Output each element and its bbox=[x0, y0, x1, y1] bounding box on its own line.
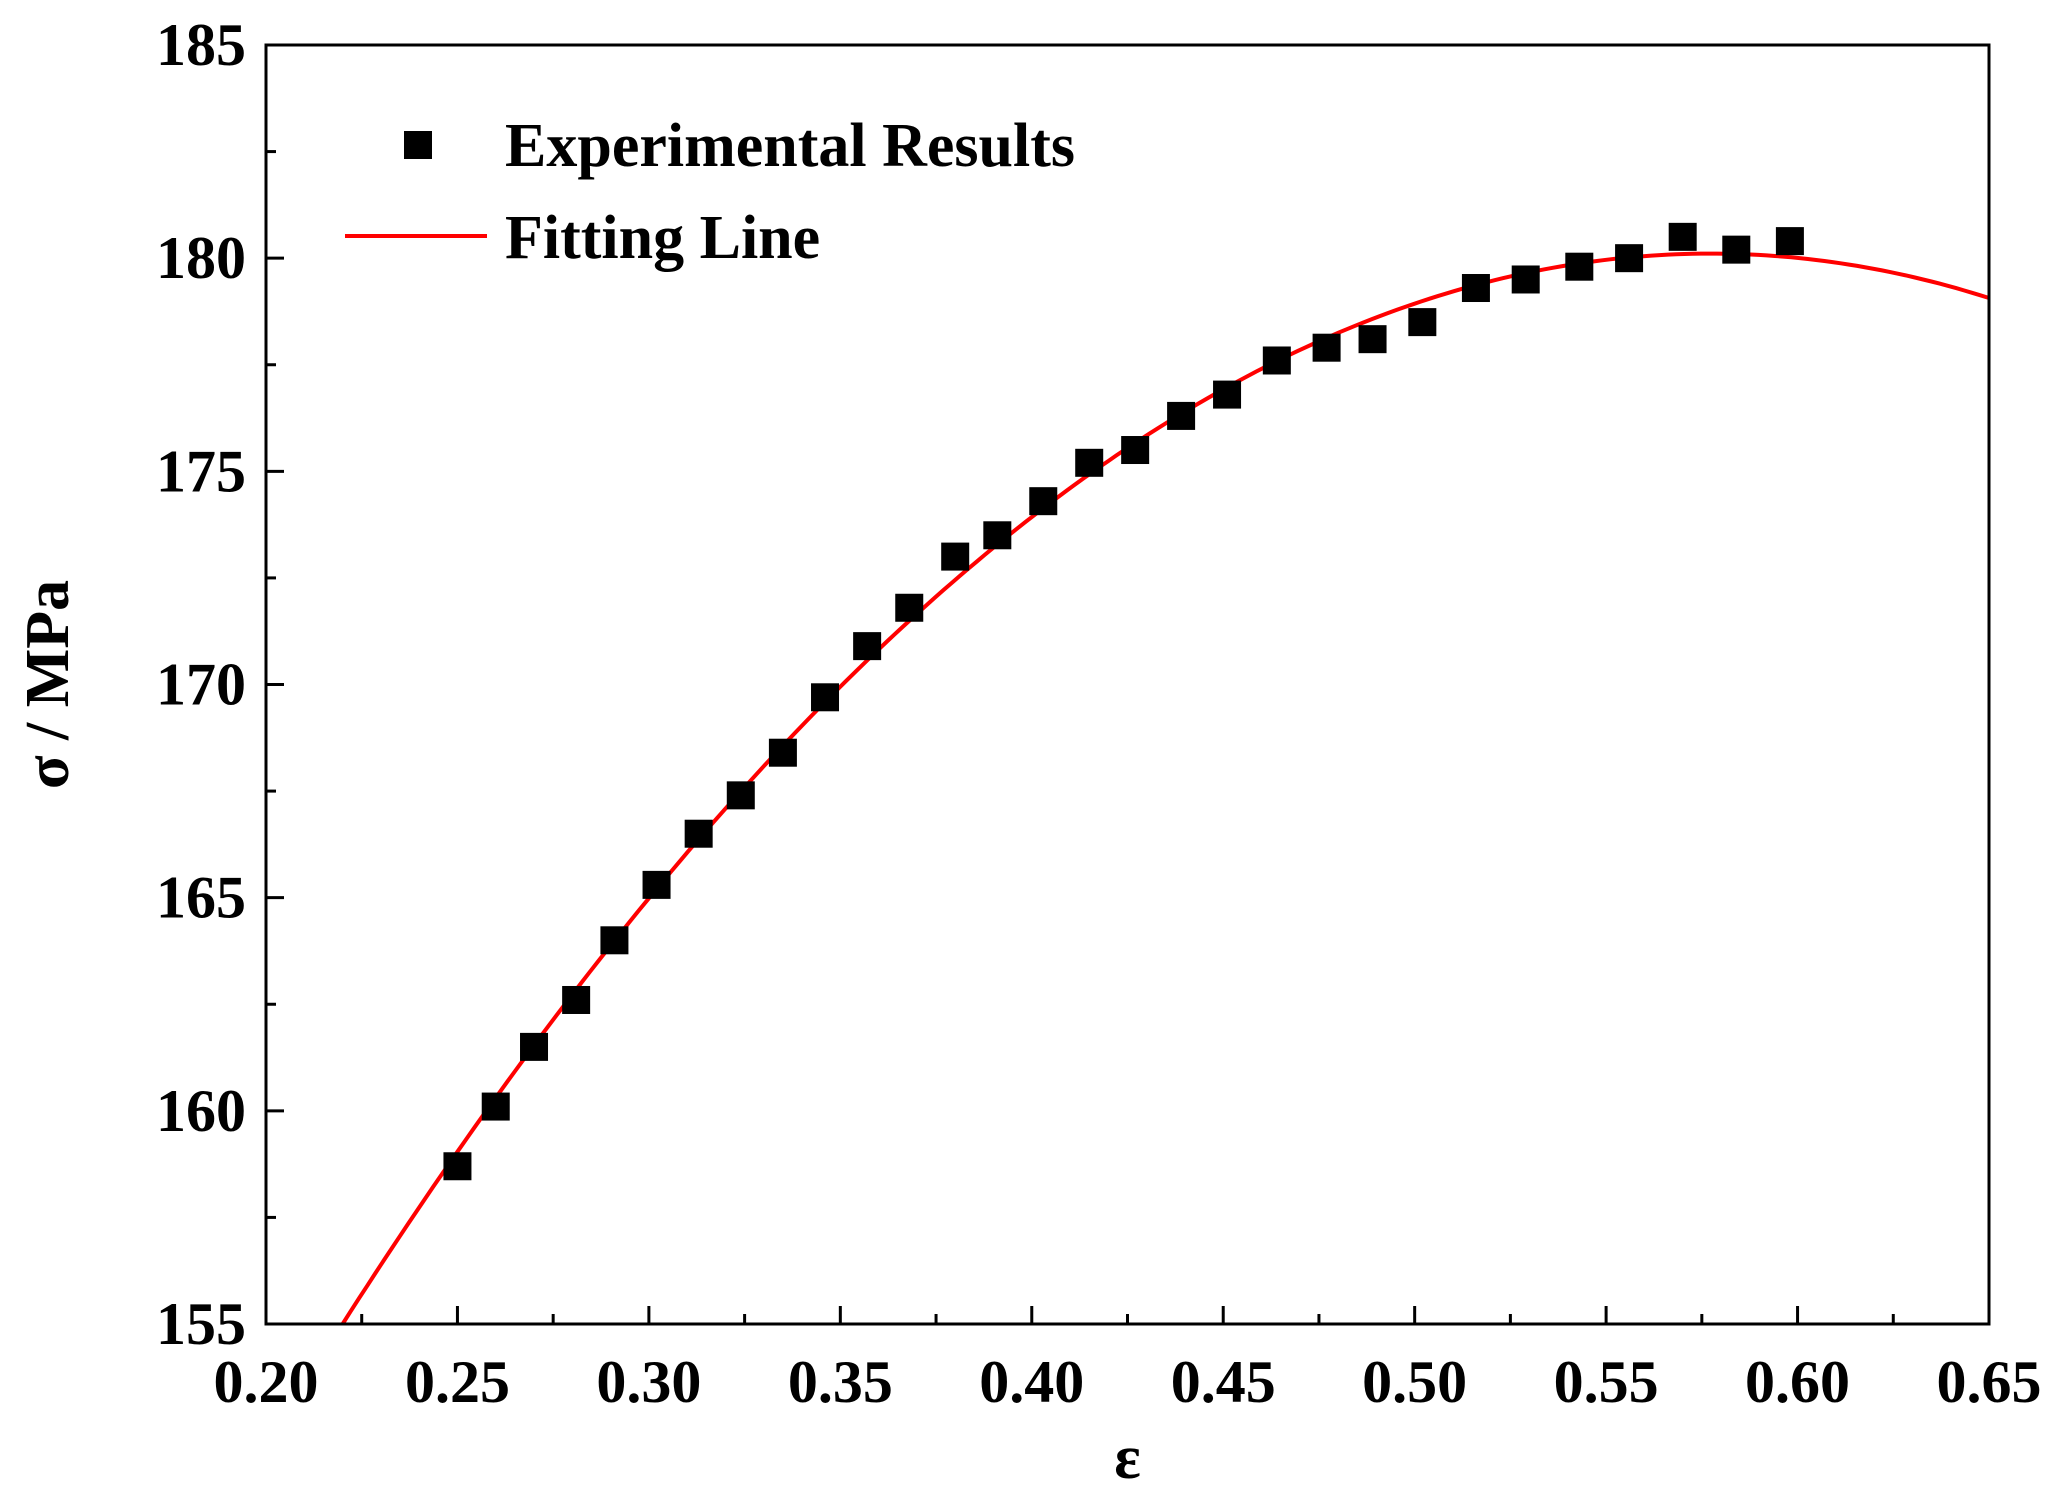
x-tick-label: 0.40 bbox=[979, 1349, 1084, 1415]
data-point bbox=[481, 1092, 510, 1121]
data-point bbox=[1167, 401, 1196, 430]
y-tick-label: 155 bbox=[156, 1291, 246, 1357]
data-point bbox=[1262, 346, 1291, 375]
y-tick-label: 165 bbox=[156, 865, 246, 931]
data-point bbox=[520, 1032, 549, 1061]
y-tick-label: 160 bbox=[156, 1078, 246, 1144]
y-tick-label: 180 bbox=[156, 225, 246, 291]
data-point bbox=[443, 1152, 472, 1181]
x-tick-label: 0.45 bbox=[1171, 1349, 1276, 1415]
x-tick-label: 0.50 bbox=[1362, 1349, 1467, 1415]
data-point bbox=[642, 870, 671, 899]
y-tick-label: 185 bbox=[156, 12, 246, 78]
x-tick-label: 0.60 bbox=[1745, 1349, 1850, 1415]
fitting-line bbox=[340, 251, 1990, 1326]
x-tick-label: 0.35 bbox=[788, 1349, 893, 1415]
legend-label-experimental: Experimental Results bbox=[505, 112, 1075, 180]
legend-label-fitting: Fitting Line bbox=[505, 204, 820, 272]
legend-square-marker bbox=[404, 131, 432, 159]
data-point bbox=[684, 819, 713, 848]
data-point bbox=[1511, 265, 1540, 294]
data-point bbox=[726, 781, 755, 810]
data-point bbox=[983, 521, 1012, 550]
data-point bbox=[1461, 274, 1490, 303]
data-point bbox=[562, 985, 591, 1014]
data-point bbox=[1075, 448, 1104, 477]
data-point bbox=[1358, 325, 1387, 354]
legend: Experimental Results Fitting Line bbox=[345, 112, 1075, 272]
data-point bbox=[1213, 380, 1242, 409]
y-tick-label: 170 bbox=[156, 652, 246, 718]
data-point bbox=[1029, 487, 1058, 516]
x-tick-label: 0.55 bbox=[1554, 1349, 1659, 1415]
data-point bbox=[1121, 436, 1150, 465]
y-tick-label: 175 bbox=[156, 438, 246, 504]
x-tick-label: 0.30 bbox=[596, 1349, 701, 1415]
data-point bbox=[1312, 333, 1341, 362]
data-point bbox=[1408, 308, 1437, 337]
data-point bbox=[1775, 227, 1804, 256]
data-point bbox=[1565, 252, 1594, 281]
data-point bbox=[1615, 244, 1644, 273]
y-axis-title: σ / MPa bbox=[14, 580, 82, 789]
data-point bbox=[600, 926, 629, 955]
data-point bbox=[1668, 222, 1697, 251]
x-tick-label: 0.20 bbox=[214, 1349, 319, 1415]
x-tick-label: 0.65 bbox=[1937, 1349, 2042, 1415]
data-point bbox=[853, 632, 882, 661]
data-point bbox=[811, 683, 840, 712]
data-point bbox=[1722, 235, 1751, 264]
x-axis-title: ε bbox=[1114, 1424, 1141, 1489]
data-point bbox=[941, 542, 970, 571]
x-tick-label: 0.25 bbox=[405, 1349, 510, 1415]
data-point bbox=[895, 593, 924, 622]
data-point bbox=[768, 738, 797, 767]
